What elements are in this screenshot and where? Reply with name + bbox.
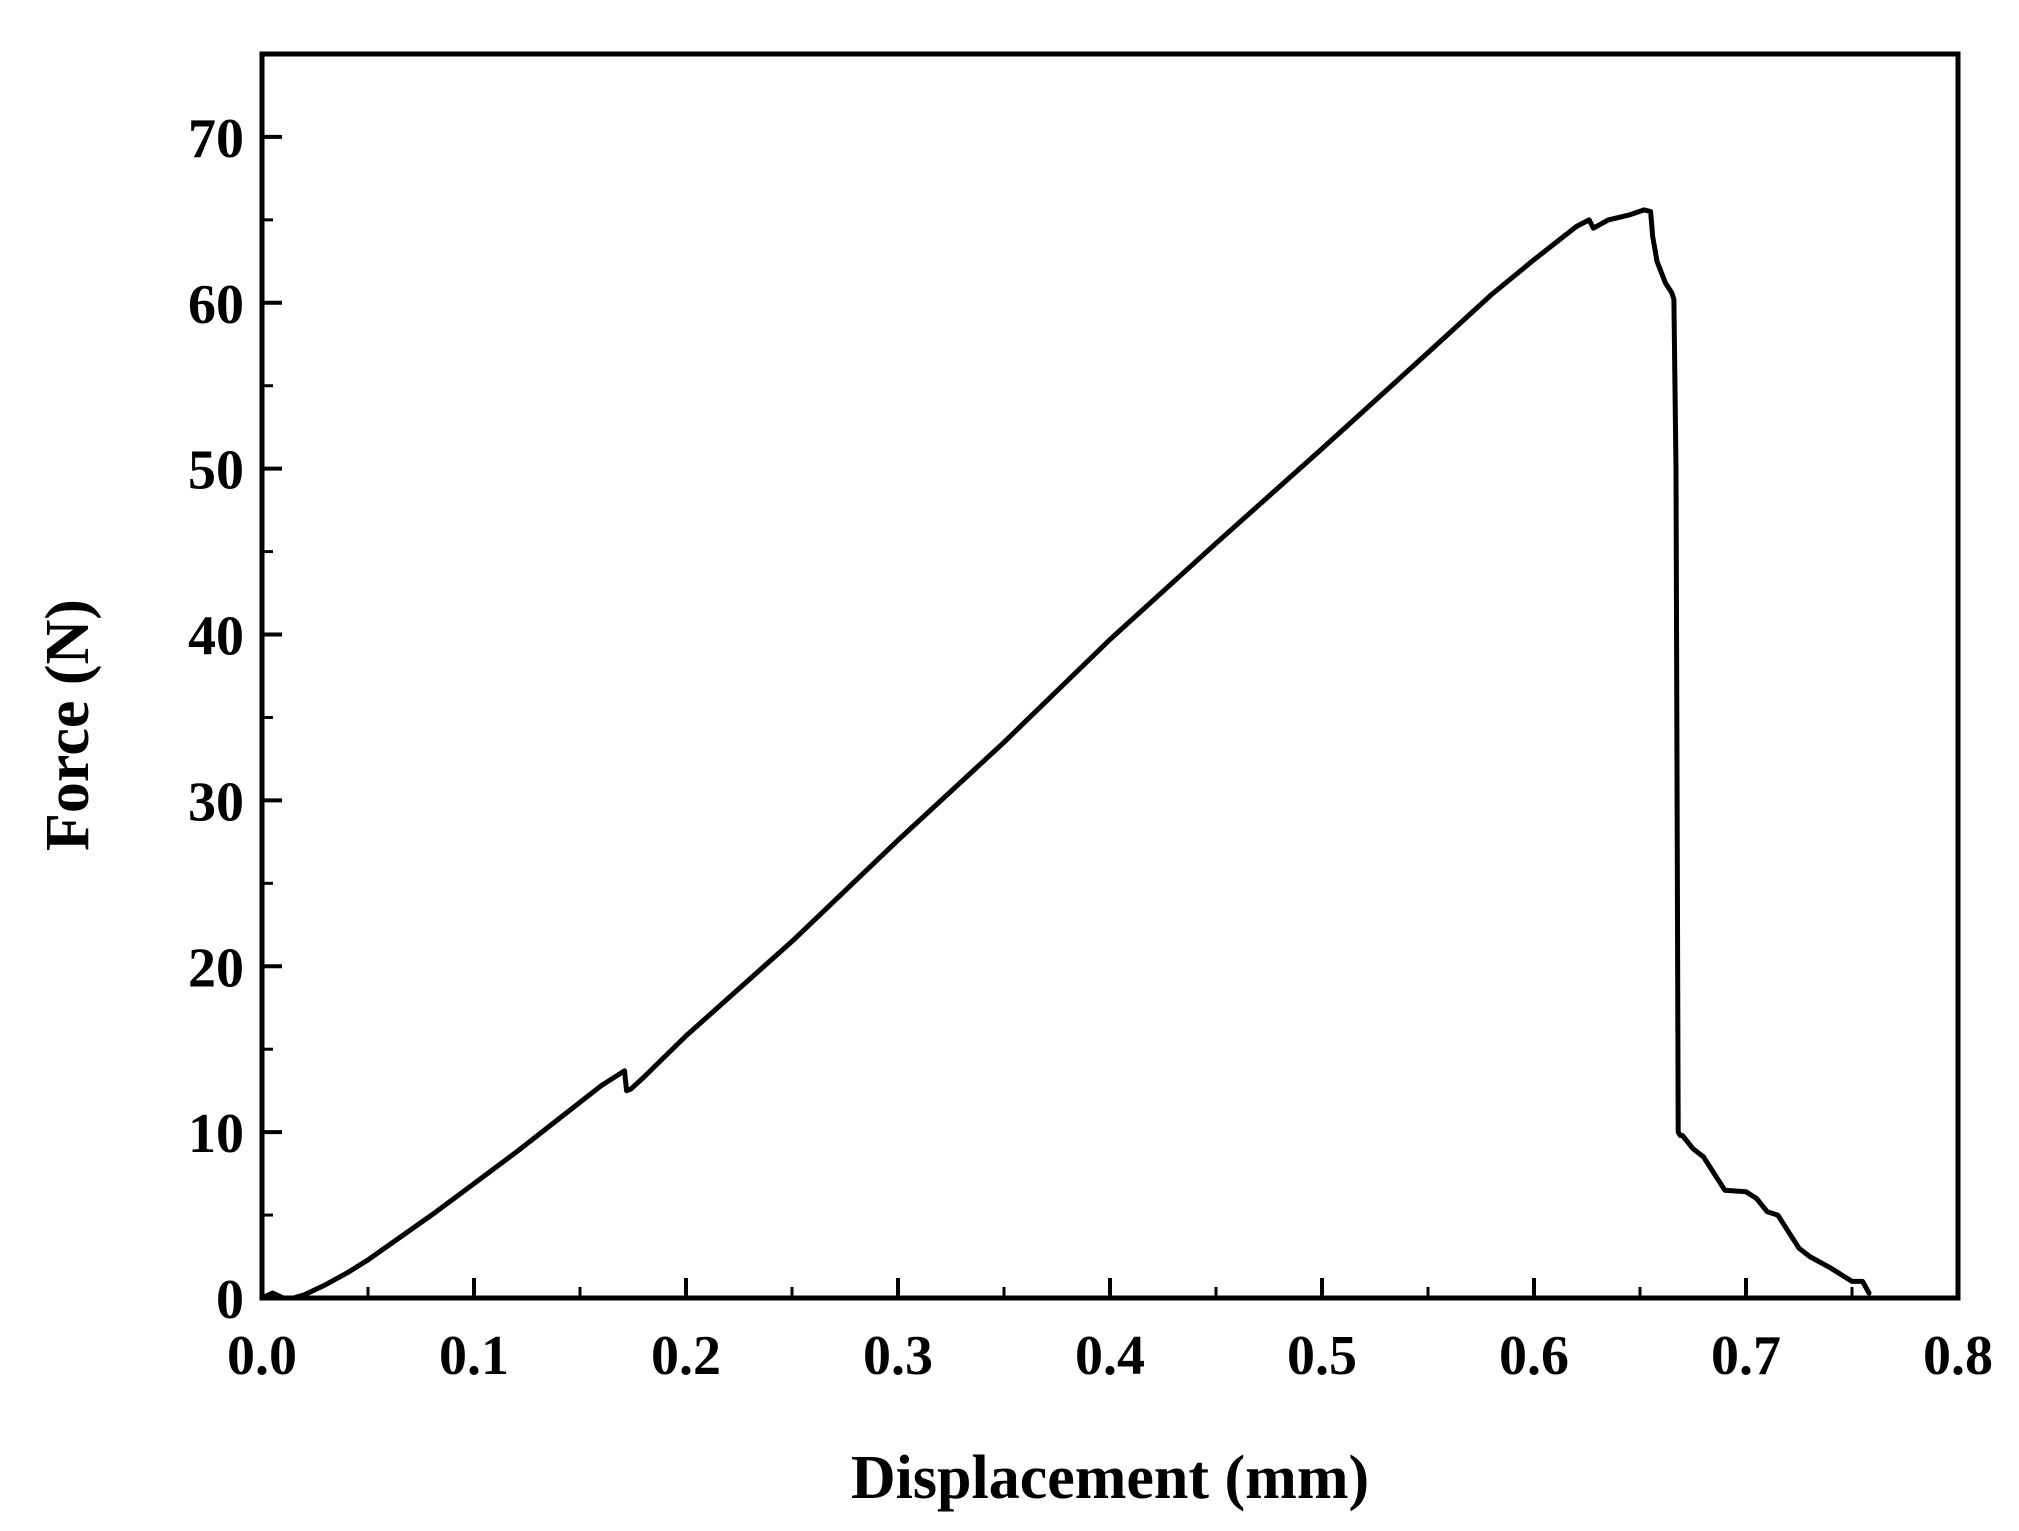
y-tick-label: 10 <box>188 1103 244 1165</box>
y-tick-label: 30 <box>188 771 244 833</box>
x-axis-label: Displacement (mm) <box>851 1444 1369 1512</box>
x-tick-label: 0.5 <box>1287 1325 1357 1387</box>
y-axis-label: Force (N) <box>34 599 102 851</box>
y-tick-label: 60 <box>188 274 244 336</box>
y-tick-label: 40 <box>188 606 244 668</box>
x-tick-label: 0.4 <box>1075 1325 1145 1387</box>
minor-ticks <box>262 52 1854 1298</box>
y-tick-label: 70 <box>188 108 244 170</box>
x-tick-label: 0.8 <box>1923 1325 1993 1387</box>
x-tick-labels: 0.0 0.1 0.2 0.3 0.4 0.5 0.6 0.7 0.8 <box>227 1325 1993 1387</box>
y-tick-label: 20 <box>188 937 244 999</box>
x-tick-label: 0.2 <box>651 1325 721 1387</box>
force-series-line <box>259 207 1872 1301</box>
major-ticks <box>260 134 1960 1300</box>
x-tick-label: 0.7 <box>1711 1325 1781 1387</box>
x-tick-label: 0.1 <box>439 1325 509 1387</box>
y-tick-label: 0 <box>216 1269 244 1331</box>
x-tick-label: 0.0 <box>227 1325 297 1387</box>
y-tick-labels: 0 10 20 30 40 50 60 70 <box>188 108 244 1331</box>
plot-frame <box>259 51 1961 1301</box>
x-tick-label: 0.6 <box>1499 1325 1569 1387</box>
y-tick-label: 50 <box>188 440 244 502</box>
x-tick-label: 0.3 <box>863 1325 933 1387</box>
